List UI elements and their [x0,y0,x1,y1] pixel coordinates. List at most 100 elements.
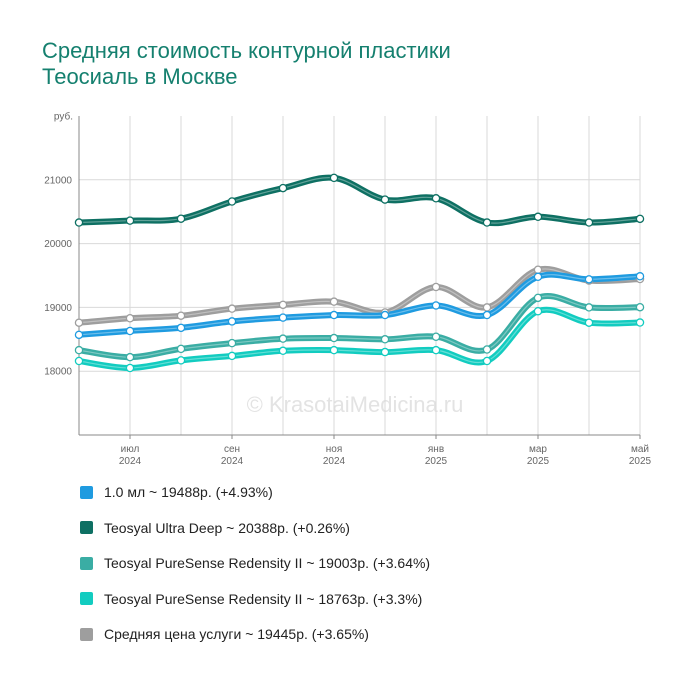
data-point [329,345,339,355]
y-tick-label: 20000 [44,239,72,250]
data-point [584,275,594,284]
series-line-1 [76,271,643,338]
data-point [329,297,339,306]
chart-series [76,174,643,372]
x-tick-label-month: ноя [326,444,343,455]
data-point [74,345,84,355]
legend-item: Средняя цена услуги ~ 19445р. (+3.65%) [80,626,430,642]
series-line-2 [76,174,643,227]
data-point [74,330,84,340]
y-tick-label: 19000 [44,303,72,314]
data-point [329,173,339,183]
data-point [482,356,492,366]
legend-label: Teosyal PureSense Redensity II ~ 18763р.… [104,590,423,607]
x-tick-label-month: янв [428,444,444,455]
legend-swatch [80,485,93,499]
data-point [635,214,645,224]
x-tick-label-month: май [631,444,649,455]
data-point [533,265,543,275]
data-point [533,306,543,316]
data-point [227,304,237,313]
data-point [74,218,84,227]
legend-swatch [80,592,93,605]
data-point [125,363,135,373]
data-point [227,317,237,326]
x-tick-label-month: мар [529,444,547,455]
data-point [329,333,339,343]
data-point [125,216,135,225]
data-point [176,323,186,333]
data-point [431,282,441,292]
data-point [635,318,645,327]
data-point [584,303,594,312]
data-point [125,313,135,323]
legend-label: 1.0 мл ~ 19488р. (+4.93%) [104,484,273,500]
chart-title-line-2: Теосиаль в Москве [42,64,238,89]
data-point [533,272,543,282]
data-point [227,197,237,206]
data-point [278,346,288,356]
price-line-chart: © KrasotaiMedicina.ru 180001900020000210… [44,111,651,468]
data-point [227,351,237,361]
data-point [482,310,492,320]
legend-item: 1.0 мл ~ 19488р. (+4.93%) [80,484,430,500]
x-tick-label-year: 2024 [323,456,346,467]
data-point [278,300,288,310]
data-point [227,338,237,348]
chart-title-line-1: Средняя стоимость контурной пластики [42,38,451,63]
chart-axes: 18000190002000021000руб.июл2024сен2024но… [44,111,651,468]
data-point [380,347,390,357]
legend-label: Средняя цена услуги ~ 19445р. (+3.65%) [104,626,369,642]
data-point [584,318,594,327]
x-tick-label-year: 2025 [629,456,652,467]
legend-swatch [80,627,93,641]
x-tick-label-year: 2024 [221,456,244,467]
y-axis-label: руб. [54,111,73,123]
data-point [176,356,186,365]
data-point [635,272,645,281]
data-point [176,311,186,320]
x-tick-label-year: 2024 [119,456,142,467]
x-tick-label-month: сен [224,444,240,455]
legend-label: Teosyal Ultra Deep ~ 20388р. (+0.26%) [104,519,350,536]
data-point [380,195,390,204]
data-point [125,326,135,336]
data-point [278,183,288,193]
data-point [74,356,84,366]
data-point [431,332,441,341]
data-point [482,218,492,227]
data-point [74,318,84,327]
data-point [482,303,492,312]
data-point [635,302,645,312]
legend-item: Teosyal PureSense Redensity II ~ 18763р.… [80,591,430,607]
series-line-highlight-2 [78,177,641,224]
data-point [176,344,186,354]
data-point [431,301,441,310]
x-tick-label-year: 2025 [425,456,448,467]
data-point [125,352,135,362]
data-point [278,313,288,322]
y-tick-label: 21000 [44,175,72,186]
watermark: © KrasotaiMedicina.ru [247,392,464,417]
legend-item: Teosyal Ultra Deep ~ 20388р. (+0.26%) [80,520,430,536]
legend-label: Teosyal PureSense Redensity II ~ 19003р.… [104,555,431,571]
chart-legend: 1.0 мл ~ 19488р. (+4.93%) Teosyal Ultra D… [80,484,430,662]
data-point [431,345,441,355]
data-point [482,345,492,354]
data-point [584,218,594,227]
y-tick-label: 18000 [44,367,72,378]
data-point [380,335,390,344]
data-point [380,310,390,320]
x-tick-label-year: 2025 [527,456,550,467]
chart-title: Средняя стоимость контурной пластики Тео… [42,38,662,90]
data-point [176,214,186,223]
data-point [278,334,288,343]
legend-item: Teosyal PureSense Redensity II ~ 19003р.… [80,555,430,571]
data-point [329,310,339,320]
data-point [533,212,543,222]
legend-swatch [80,556,93,570]
series-line-highlight-1 [78,274,641,336]
chart-points [74,173,645,373]
data-point [431,194,441,203]
x-tick-label-month: июл [121,444,140,455]
